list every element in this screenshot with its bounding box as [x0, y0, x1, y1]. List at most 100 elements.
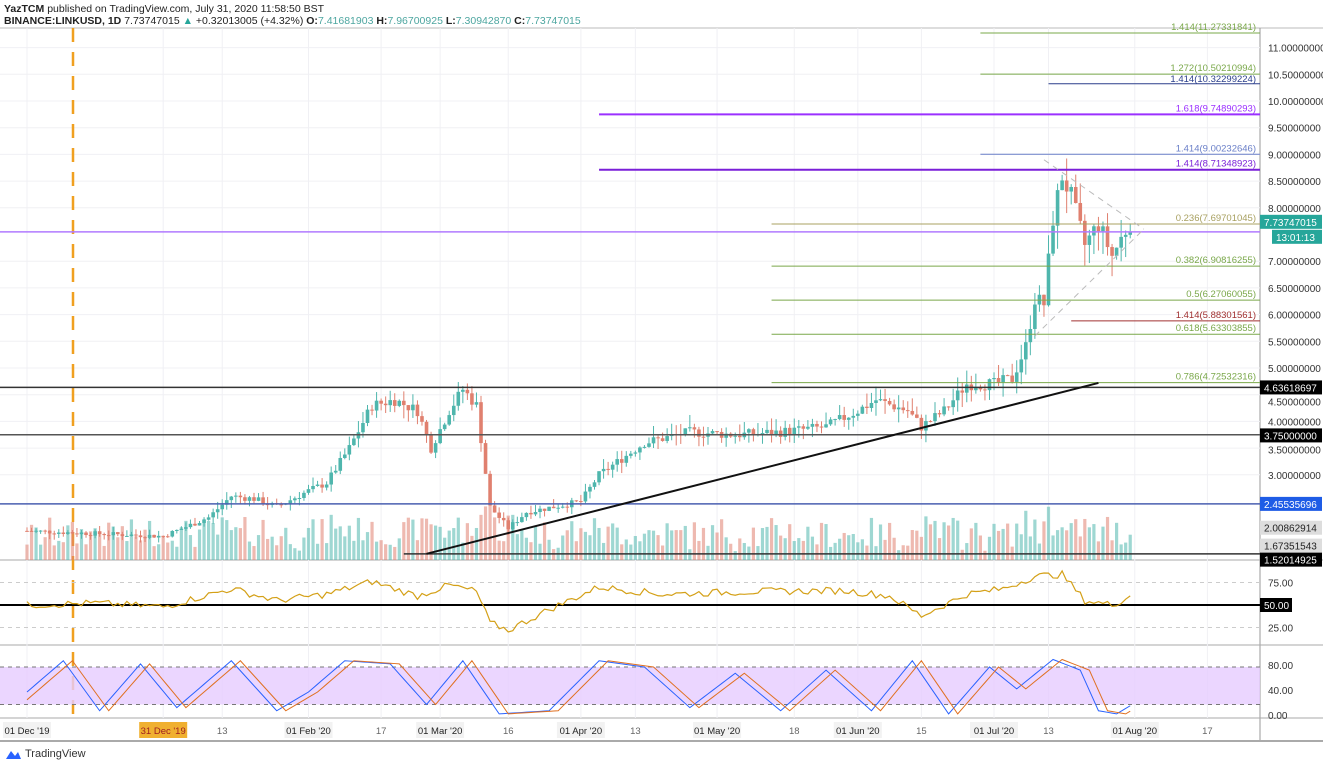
- candle-body: [483, 443, 488, 474]
- volume-bar: [724, 537, 728, 560]
- volume-bar: [243, 517, 247, 560]
- candle-body: [629, 453, 633, 456]
- volume-bar: [942, 522, 946, 560]
- volume-bar: [947, 525, 951, 560]
- volume-bar: [275, 545, 279, 560]
- candle-body: [733, 435, 738, 437]
- candle-body: [1114, 247, 1119, 256]
- price-tag: [1260, 496, 1322, 511]
- time-tick: 17: [376, 726, 387, 737]
- fib-label: 1.272(10.50210994): [1170, 63, 1256, 74]
- candle-body: [520, 517, 524, 523]
- candle-body: [583, 491, 588, 502]
- candle-body: [265, 504, 270, 506]
- volume-bar: [25, 544, 29, 560]
- candle-body: [869, 402, 874, 408]
- candle-body: [892, 404, 896, 410]
- volume-bar: [211, 523, 215, 560]
- price-tick: 8.00000000: [1268, 204, 1321, 215]
- candle-body: [488, 473, 492, 506]
- volume-bar: [188, 535, 193, 560]
- rsi-value-label: 50.00: [1264, 601, 1289, 612]
- volume-bar: [402, 522, 406, 560]
- publish-info: YazTCM published on TradingView.com, Jul…: [4, 3, 324, 15]
- volume-bar: [520, 529, 524, 560]
- candle-body: [379, 400, 383, 404]
- volume-bar: [1001, 528, 1005, 560]
- volume-bar: [606, 526, 610, 560]
- candle-body: [197, 523, 202, 526]
- candle-body: [125, 535, 129, 537]
- candle-body: [946, 406, 951, 408]
- volume-bar: [284, 527, 288, 560]
- candle-body: [492, 505, 497, 513]
- candle-body: [992, 378, 996, 380]
- candle-body: [833, 419, 837, 421]
- candle-body: [951, 400, 955, 408]
- candle-body: [896, 407, 901, 410]
- price-tag-label: 1.52014925: [1264, 556, 1317, 567]
- candle-body: [38, 530, 43, 532]
- candle-body: [97, 531, 102, 535]
- candle-body: [560, 506, 565, 508]
- volume-bar: [84, 544, 88, 560]
- candle-body: [1014, 372, 1019, 382]
- volume-bar: [783, 538, 787, 560]
- candle-body: [996, 378, 1001, 383]
- candle-body: [229, 496, 234, 501]
- volume-bar: [760, 528, 765, 560]
- fib-label: 1.414(5.88301561): [1176, 310, 1256, 321]
- rsi-tick: 25.00: [1268, 624, 1293, 635]
- volume-bar: [352, 540, 356, 560]
- volume-bar: [29, 524, 34, 560]
- candle-body: [819, 426, 824, 428]
- candle-body: [365, 409, 370, 424]
- volume-bar: [279, 536, 283, 560]
- volume-bar: [928, 524, 933, 560]
- candle-body: [52, 533, 57, 535]
- candle-body: [851, 415, 856, 418]
- volume-bar: [888, 522, 892, 560]
- candle-body: [188, 523, 193, 528]
- date-tag-bg: [556, 722, 605, 738]
- time-tick: 01 Mar '20: [418, 726, 463, 737]
- volume-bar: [733, 551, 737, 560]
- volume-bar: [347, 525, 351, 560]
- volume-bar: [797, 538, 801, 560]
- price-chart[interactable]: 1.414(11.27331841)1.272(10.50210994)1.41…: [0, 0, 1323, 745]
- volume-bar: [969, 528, 973, 560]
- price-tag: [1260, 428, 1322, 443]
- fib-label: 0.786(4.72532316): [1176, 372, 1256, 383]
- date-tag-bg: [833, 722, 882, 738]
- close-label: C:: [514, 15, 526, 27]
- volume-bar: [129, 519, 134, 560]
- candle-body: [333, 470, 338, 473]
- candle-body: [983, 389, 987, 391]
- tradingview-cloud-icon: [6, 751, 21, 759]
- price-tick: 4.50000000: [1268, 397, 1321, 408]
- volume-bar: [847, 535, 851, 560]
- candle-body: [224, 500, 229, 505]
- volume-bar: [860, 539, 864, 560]
- time-tick: 01 Jul '20: [974, 726, 1014, 737]
- stoch-band: [0, 667, 1260, 705]
- volume-bar: [792, 541, 796, 560]
- candle-body: [774, 430, 778, 435]
- high-label: H:: [376, 15, 388, 27]
- candle-body: [715, 431, 719, 433]
- volume-bar: [424, 518, 429, 560]
- candle-body: [751, 429, 756, 435]
- candle-body: [411, 404, 415, 411]
- candle-body: [84, 532, 88, 536]
- volume-bar: [1124, 542, 1128, 560]
- candle-body: [311, 485, 315, 490]
- candle-body: [1060, 180, 1064, 191]
- fib-label: 0.236(7.69701045): [1176, 213, 1256, 224]
- candle-body: [760, 433, 765, 435]
- candle-body: [193, 523, 197, 526]
- candle-body: [211, 512, 215, 518]
- candle-body: [134, 534, 138, 536]
- volume-bar: [642, 533, 647, 560]
- volume-bar: [670, 530, 674, 560]
- candle-body: [619, 459, 624, 463]
